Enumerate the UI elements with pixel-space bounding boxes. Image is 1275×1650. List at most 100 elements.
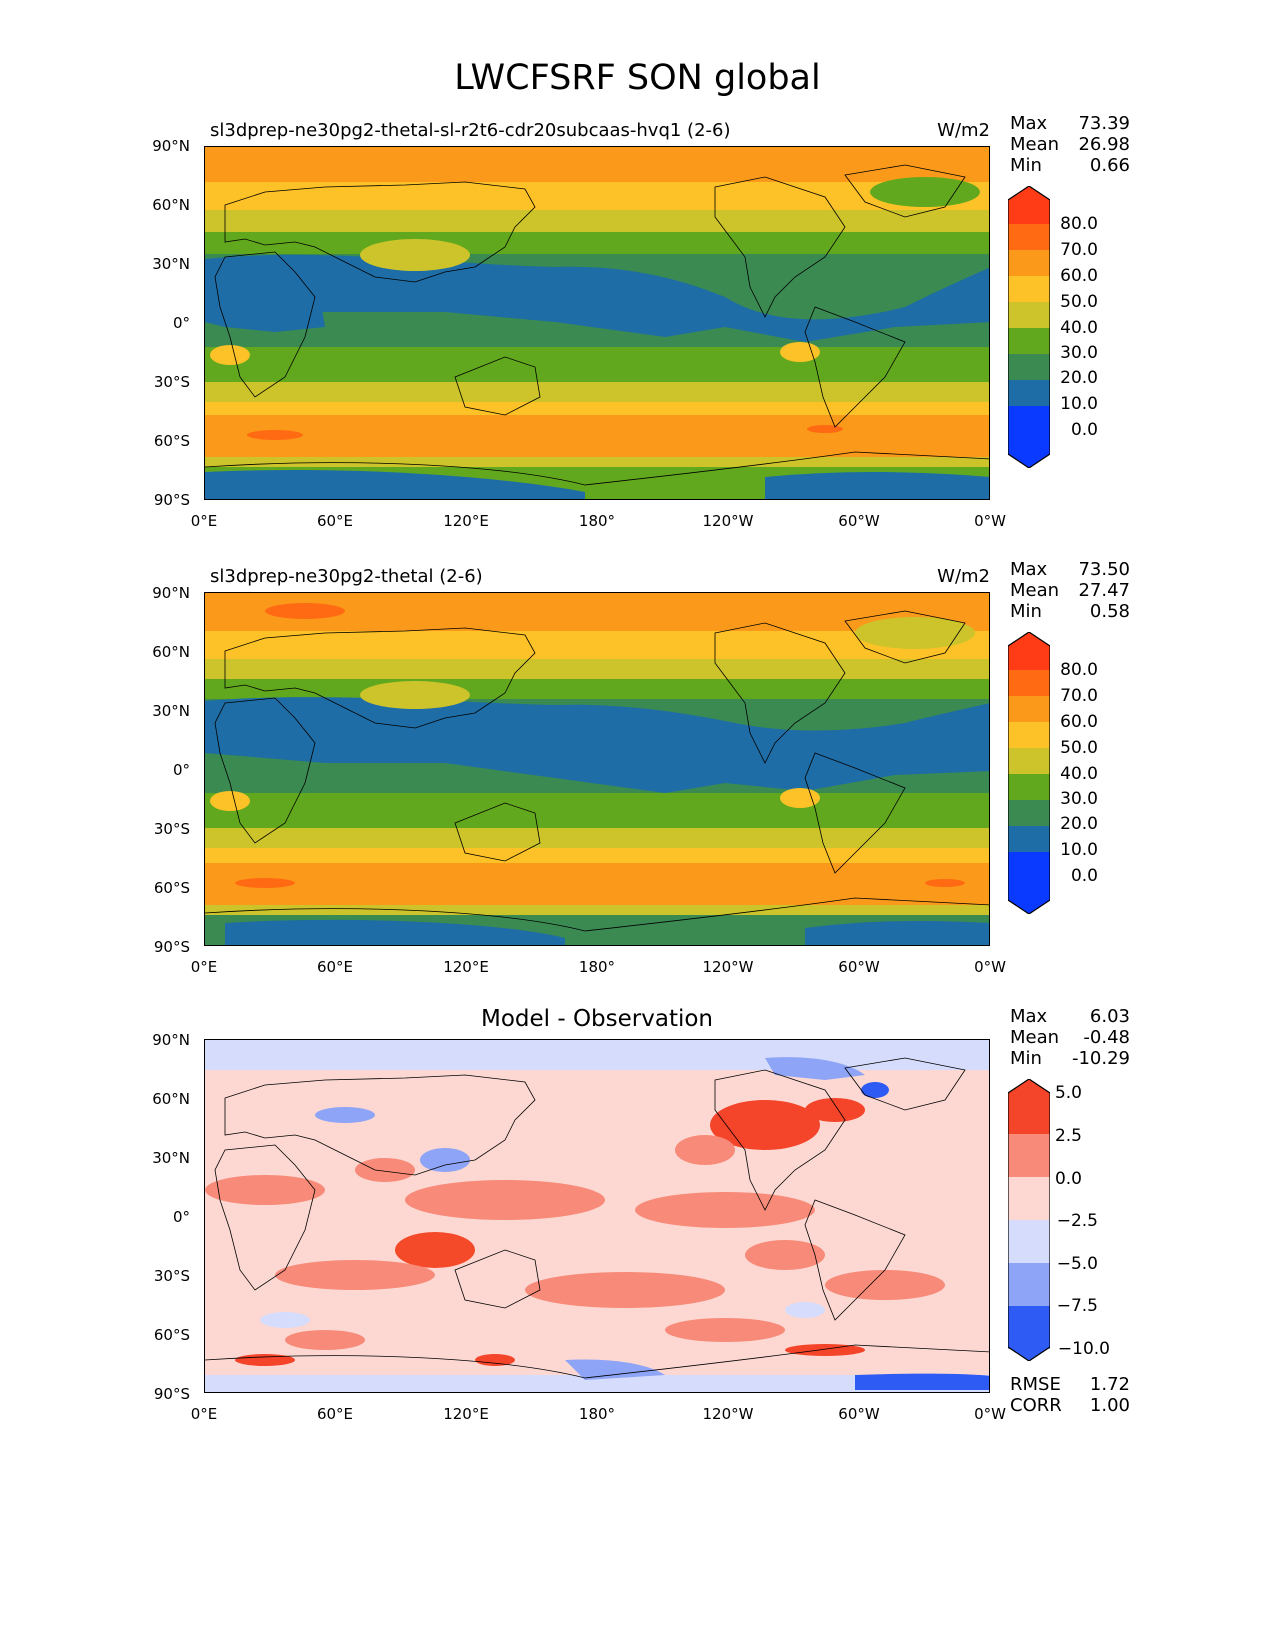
- panel-1-mean-value: 26.98: [1078, 134, 1130, 155]
- panel-1-xtick: 0°W: [974, 512, 1006, 530]
- panel-2-cb-label: 50.0: [1060, 738, 1098, 758]
- panel-1-min-value: 0.66: [1089, 155, 1130, 176]
- panel-1-max-label: Max: [1010, 113, 1048, 134]
- panel-2-ytick: 0°: [172, 761, 190, 779]
- panel-1-ytick: 30°N: [152, 255, 190, 273]
- panel-3-cb-label: −10.0: [1057, 1339, 1110, 1359]
- panel-1-cb-label: 70.0: [1060, 240, 1098, 260]
- figure-title: LWCFSRF SON global: [454, 58, 821, 98]
- panel-3-ytick: 90°N: [152, 1031, 190, 1049]
- panel-3-ytick: 60°S: [153, 1326, 190, 1344]
- panel-3-title: Model - Observation: [480, 1006, 714, 1032]
- panel-2-max-value: 73.50: [1078, 559, 1130, 580]
- panel-2-ytick: 60°S: [153, 879, 190, 897]
- panel-2-cb-label: 60.0: [1060, 712, 1098, 732]
- panel-1-min-label: Min: [1010, 155, 1042, 176]
- panel-1-ytick: 60°S: [153, 432, 190, 450]
- panel-1-max-value: 73.39: [1078, 113, 1130, 134]
- panel-2-ytick: 60°N: [152, 643, 190, 661]
- panel-1-cb-label: 60.0: [1060, 266, 1098, 286]
- panel-3-min-label: Min: [1010, 1048, 1042, 1069]
- panel-2-min-value: 0.58: [1089, 601, 1130, 622]
- panel-2-xtick: 60°W: [838, 958, 880, 976]
- panel-2-xtick: 0°E: [190, 958, 218, 976]
- panel-3-xtick: 60°E: [316, 1405, 354, 1423]
- panel-1-ytick: 0°: [172, 314, 190, 332]
- panel-1-cb-label: 10.0: [1060, 394, 1098, 414]
- panel-1-ytick: 30°S: [153, 373, 190, 391]
- panel-1-units: W/m2: [937, 120, 990, 141]
- panel-3-xtick: 0°E: [190, 1405, 218, 1423]
- panel-2-colorbar: [1007, 631, 1051, 915]
- panel-1-ytick: 90°N: [152, 137, 190, 155]
- panel-2-ytick: 30°N: [152, 702, 190, 720]
- panel-2-xtick: 180°: [578, 958, 616, 976]
- panel-2-cb-label: 70.0: [1060, 686, 1098, 706]
- panel-2-cb-label: 0.0: [1070, 866, 1098, 886]
- panel-3-ytick: 60°N: [152, 1090, 190, 1108]
- panel-1-cb-label: 50.0: [1060, 292, 1098, 312]
- panel-3-map: [204, 1039, 990, 1393]
- panel-2-units: W/m2: [937, 566, 990, 587]
- panel-1-cb-label: 30.0: [1060, 343, 1098, 363]
- corr-label: CORR: [1010, 1395, 1062, 1416]
- panel-2-max-label: Max: [1010, 559, 1048, 580]
- panel-1-xtick: 120°W: [702, 512, 754, 530]
- panel-2-cb-label: 40.0: [1060, 764, 1098, 784]
- panel-2-ytick: 90°N: [152, 584, 190, 602]
- panel-1-ytick: 60°N: [152, 196, 190, 214]
- rmse-value: 1.72: [1089, 1374, 1130, 1395]
- rmse-label: RMSE: [1010, 1374, 1061, 1395]
- panel-2-xtick: 120°E: [443, 958, 489, 976]
- panel-2-xtick: 120°W: [702, 958, 754, 976]
- panel-3-cb-label: 5.0: [1054, 1083, 1082, 1103]
- panel-1-cb-label: 0.0: [1070, 420, 1098, 440]
- panel-3-max-value: 6.03: [1089, 1006, 1130, 1027]
- panel-1-xtick: 180°: [578, 512, 616, 530]
- panel-2-xtick: 60°E: [316, 958, 354, 976]
- panel-2-ytick: 90°S: [153, 938, 190, 956]
- panel-1-cb-label: 40.0: [1060, 318, 1098, 338]
- panel-2-xtick: 0°W: [974, 958, 1006, 976]
- panel-1-title: sl3dprep-ne30pg2-thetal-sl-r2t6-cdr20sub…: [210, 120, 731, 141]
- panel-3-ytick: 90°S: [153, 1385, 190, 1403]
- panel-2-map: [204, 592, 990, 946]
- panel-2-cb-label: 20.0: [1060, 814, 1098, 834]
- panel-2-min-label: Min: [1010, 601, 1042, 622]
- panel-3-mean-label: Mean: [1010, 1027, 1060, 1048]
- panel-1-xtick: 0°E: [190, 512, 218, 530]
- panel-2-cb-label: 80.0: [1060, 660, 1098, 680]
- panel-2-mean-value: 27.47: [1078, 580, 1130, 601]
- panel-1-ytick: 90°S: [153, 491, 190, 509]
- panel-3-cb-label: −2.5: [1056, 1211, 1098, 1231]
- panel-3-max-label: Max: [1010, 1006, 1048, 1027]
- panel-3-cb-label: 2.5: [1054, 1126, 1082, 1146]
- panel-3-xtick: 0°W: [974, 1405, 1006, 1423]
- panel-3-xtick: 180°: [578, 1405, 616, 1423]
- panel-3-colorbar: [1007, 1078, 1051, 1362]
- panel-3-xtick: 120°W: [702, 1405, 754, 1423]
- panel-1-cb-label: 80.0: [1060, 214, 1098, 234]
- panel-2-mean-label: Mean: [1010, 580, 1060, 601]
- panel-3-cb-label: −5.0: [1056, 1254, 1098, 1274]
- panel-1-xtick: 120°E: [443, 512, 489, 530]
- panel-3-cb-label: −7.5: [1056, 1296, 1098, 1316]
- panel-3-min-value: -10.29: [1071, 1048, 1130, 1069]
- panel-3-ytick: 0°: [172, 1208, 190, 1226]
- panel-1-mean-label: Mean: [1010, 134, 1060, 155]
- panel-3-mean-value: -0.48: [1083, 1027, 1130, 1048]
- panel-3-cb-label: 0.0: [1054, 1169, 1082, 1189]
- panel-1-map: [204, 146, 990, 500]
- panel-2-cb-label: 30.0: [1060, 789, 1098, 809]
- panel-2-cb-label: 10.0: [1060, 840, 1098, 860]
- panel-1-xtick: 60°W: [838, 512, 880, 530]
- panel-2-ytick: 30°S: [153, 820, 190, 838]
- panel-2-title: sl3dprep-ne30pg2-thetal (2-6): [210, 566, 483, 587]
- panel-1-cb-label: 20.0: [1060, 368, 1098, 388]
- panel-1-colorbar: [1007, 185, 1051, 469]
- panel-3-ytick: 30°S: [153, 1267, 190, 1285]
- panel-3-ytick: 30°N: [152, 1149, 190, 1167]
- panel-3-xtick: 120°E: [443, 1405, 489, 1423]
- corr-value: 1.00: [1089, 1395, 1130, 1416]
- panel-1-xtick: 60°E: [316, 512, 354, 530]
